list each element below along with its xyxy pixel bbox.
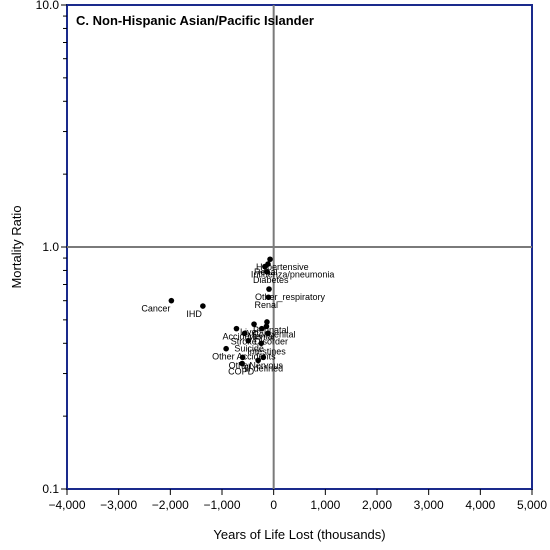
data-point bbox=[258, 340, 265, 347]
y-tick-label: 0.1 bbox=[42, 482, 59, 496]
point-label: Other bbox=[229, 360, 252, 370]
x-tick-label: −2,000 bbox=[152, 498, 189, 512]
x-tick-label: 5,000 bbox=[517, 498, 547, 512]
data-point bbox=[265, 294, 272, 301]
x-tick-label: 3,000 bbox=[414, 498, 444, 512]
data-point bbox=[263, 323, 270, 330]
x-tick-label: −1,000 bbox=[203, 498, 240, 512]
y-tick-label: 1.0 bbox=[42, 240, 59, 254]
data-point bbox=[255, 357, 261, 364]
x-axis-ticks: −4,000 −3,000 −2,000 −1,000 0 1,000 2,000 3,000… bbox=[48, 489, 547, 512]
point-label: Disorder bbox=[254, 336, 288, 346]
x-tick-label: 2,000 bbox=[362, 498, 392, 512]
data-point bbox=[267, 256, 273, 263]
data-point bbox=[262, 263, 268, 270]
data-point bbox=[245, 337, 252, 344]
data-point bbox=[266, 286, 272, 292]
point-label: Nervous bbox=[249, 360, 283, 370]
data-point bbox=[265, 330, 271, 337]
point-label: Perinatal bbox=[253, 325, 289, 335]
x-tick-label: −4,000 bbox=[48, 498, 85, 512]
point-label: Congenital bbox=[252, 329, 295, 339]
point-label: Diabetes bbox=[253, 275, 289, 285]
data-point bbox=[264, 319, 270, 325]
data-point bbox=[241, 330, 248, 337]
data-point bbox=[239, 354, 246, 361]
point-label: Liver bbox=[240, 327, 260, 337]
point-label: Mental bbox=[248, 332, 275, 342]
x-tick-label: −3,000 bbox=[100, 498, 137, 512]
point-label: Suicide bbox=[234, 344, 264, 354]
data-point bbox=[223, 345, 229, 352]
data-point bbox=[258, 325, 265, 332]
point-label: Other_respiratory bbox=[255, 292, 326, 302]
point-label: Stroke bbox=[231, 336, 257, 346]
point-label: Influenza/pneumonia bbox=[251, 270, 335, 280]
x-tick-label: 4,000 bbox=[465, 498, 495, 512]
data-point bbox=[239, 360, 245, 367]
y-axis-ticks: 0.1 1.0 10.0 bbox=[36, 0, 67, 496]
x-axis-label: Years of Life Lost (thousands) bbox=[213, 527, 385, 542]
point-label: COPD bbox=[228, 367, 255, 377]
chart-title: C. Non-Hispanic Asian/Pacific Islander bbox=[76, 13, 314, 28]
point-label: IHD bbox=[186, 309, 202, 319]
y-axis-label: Mortality Ratio bbox=[9, 205, 24, 288]
point-label: Cancer bbox=[141, 304, 170, 314]
data-points: Cancer IHD Hypertensive Renal Influenza/pneu… bbox=[141, 256, 335, 377]
data-point bbox=[168, 297, 175, 304]
data-point bbox=[233, 325, 240, 332]
y-tick-label: 10.0 bbox=[36, 0, 60, 12]
point-label: Ill-defined bbox=[244, 363, 283, 373]
data-point bbox=[251, 321, 257, 327]
data-point bbox=[200, 303, 206, 309]
point-label: Accidents bbox=[222, 332, 262, 342]
data-point bbox=[264, 268, 270, 275]
point-label: Hypertensive bbox=[256, 262, 309, 272]
x-tick-label: 0 bbox=[270, 498, 277, 512]
point-label: Renal bbox=[255, 300, 279, 310]
x-tick-label: 1,000 bbox=[310, 498, 340, 512]
data-point bbox=[260, 354, 267, 361]
point-label: Intestines bbox=[247, 346, 286, 356]
